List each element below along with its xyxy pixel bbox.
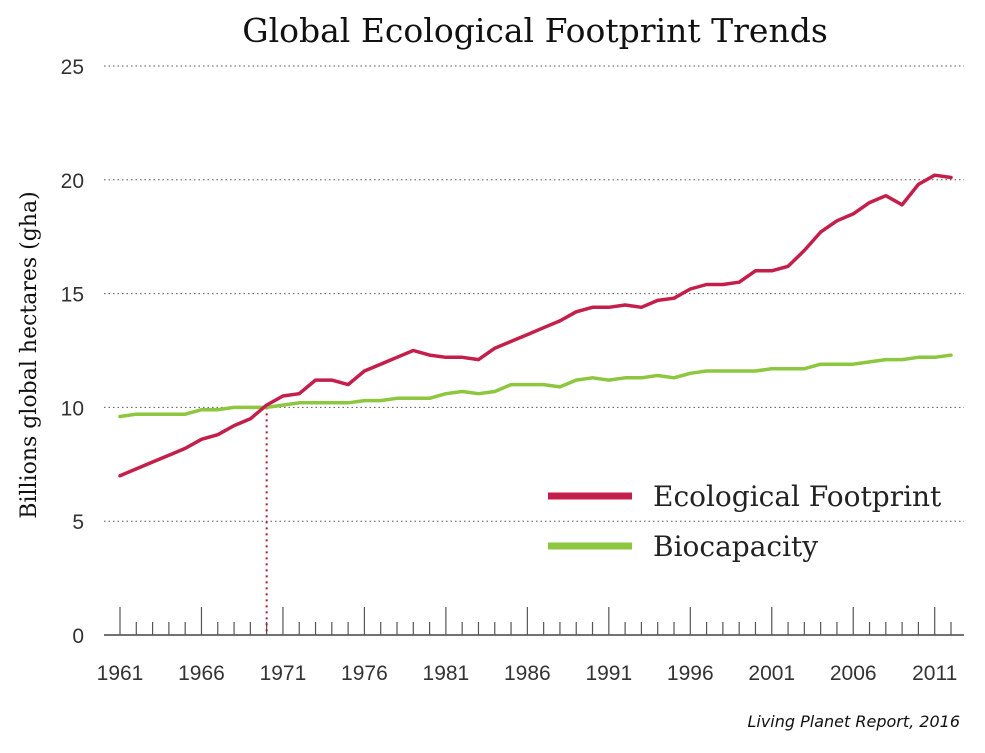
legend-label: Biocapacity: [653, 530, 818, 563]
y-tick-label: 0: [72, 625, 84, 648]
y-tick-labels: 0 5 10 15 20 25: [61, 56, 84, 648]
y-tick-label: 5: [72, 511, 84, 534]
y-axis-label: Billions global hectares (gha): [17, 191, 42, 518]
series-lines: [118, 173, 953, 478]
x-tick-label: 1991: [585, 662, 632, 685]
x-tick-label: 1986: [504, 662, 551, 685]
y-tick-label: 10: [61, 397, 84, 420]
chart-title: Global Ecological Footprint Trends: [242, 11, 828, 50]
series-line-ecological-footprint: [118, 173, 953, 478]
legend: Ecological Footprint Biocapacity: [548, 480, 942, 563]
source-note: Living Planet Report, 2016: [747, 712, 960, 731]
x-tick-label: 2006: [830, 662, 877, 685]
gridlines: [104, 65, 964, 522]
y-tick-label: 25: [61, 56, 84, 79]
legend-label: Ecological Footprint: [653, 480, 942, 513]
x-tick-label: 1966: [178, 662, 225, 685]
x-tick-label: 1996: [667, 662, 714, 685]
x-tick-label: 1981: [423, 662, 470, 685]
series-line-biocapacity: [118, 353, 953, 419]
y-tick-label: 15: [61, 284, 84, 307]
x-tick-label: 1961: [97, 662, 144, 685]
x-tick-label: 1976: [341, 662, 388, 685]
y-tick-label: 20: [61, 170, 84, 193]
x-tick-label: 2001: [748, 662, 795, 685]
x-tick-label: 2011: [912, 662, 957, 685]
x-tick-label: 1971: [260, 662, 307, 685]
x-axis: 1961 1966 1971 1976 1981 1986 1991 1996 2001 2006…: [97, 607, 964, 685]
